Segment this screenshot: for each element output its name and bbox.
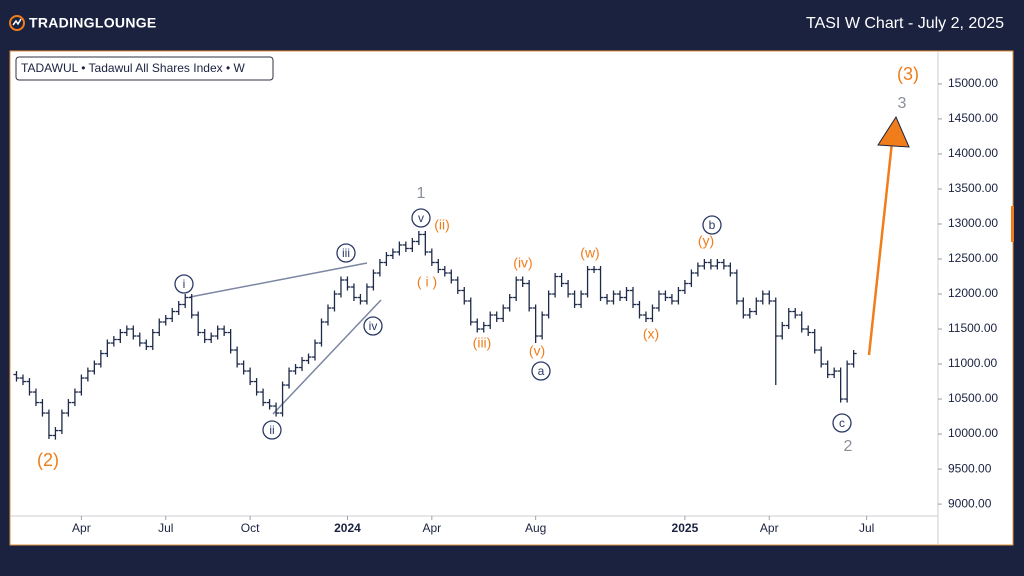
wave-label: (y) [698, 233, 714, 249]
wave-circle [411, 208, 431, 228]
header-title: TASI W Chart - July 2, 2025 [806, 15, 1004, 32]
y-tick-label: 10500.00 [948, 391, 998, 405]
y-tick-label: 13500.00 [948, 181, 998, 195]
legend-box [15, 56, 274, 81]
wave-label: 2 [844, 438, 853, 455]
y-tick-label: 12000.00 [948, 286, 998, 300]
wave-label: (x) [643, 326, 659, 342]
y-tick-label: 14500.00 [948, 111, 998, 125]
wave-label: iii [342, 246, 350, 260]
x-tick-label: 2024 [334, 521, 361, 535]
wave-label: iv [369, 319, 378, 333]
wave-circle [531, 361, 551, 381]
wave-label: (2) [37, 450, 59, 470]
trend-lines [189, 115, 910, 415]
x-tick-label: Apr [422, 521, 441, 535]
x-tick-label: Apr [72, 521, 91, 535]
legend-text: TADAWUL • Tadawul All Shares Index • W [21, 61, 245, 75]
wave-circle [174, 274, 194, 294]
y-tick-label: 11000.00 [948, 356, 997, 370]
x-tick-label: Oct [241, 521, 260, 535]
wave-label: (v) [529, 343, 545, 359]
wave-label: 3 [898, 95, 907, 112]
wave-label: b [709, 218, 716, 232]
y-tick-label: 10000.00 [948, 426, 998, 440]
x-tick-label: Jul [158, 521, 173, 535]
x-tick-label: Apr [760, 521, 779, 535]
wave-label: (3) [897, 64, 919, 84]
y-tick-label: 13000.00 [948, 216, 998, 230]
wave-circle [702, 215, 722, 235]
x-tick-label: Jul [859, 521, 874, 535]
logo-icon [9, 15, 25, 31]
wave-circle [832, 413, 852, 433]
y-tick-label: 9000.00 [948, 496, 992, 510]
logo-icon-line [12, 18, 22, 26]
y-tick-label: 12500.00 [948, 251, 998, 265]
x-tick-label: 2025 [672, 521, 699, 535]
projection-arrow-line [867, 141, 894, 356]
wave-label: a [538, 364, 545, 378]
wave-label: (ii) [434, 217, 450, 233]
wave-label: (w) [580, 245, 599, 261]
wave-label: (iii) [473, 335, 492, 351]
logo-text: TradingLounge [29, 15, 157, 31]
trend-line [272, 299, 382, 415]
logo: TradingLounge [9, 15, 157, 31]
wave-label: v [418, 211, 424, 225]
wave-label: i [183, 277, 186, 291]
wave-label: 1 [417, 185, 426, 202]
y-tick-label: 9500.00 [948, 461, 992, 475]
wave-label: ( i ) [417, 274, 437, 290]
wave-circle [262, 420, 282, 440]
wave-label: c [839, 416, 845, 430]
x-tick-label: Aug [525, 521, 546, 535]
wave-circle [363, 316, 383, 336]
wave-label: (iv) [513, 255, 532, 271]
price-bars [13, 230, 857, 440]
y-tick-label: 14000.00 [948, 146, 998, 160]
y-tick-label: 15000.00 [948, 76, 998, 90]
wave-circle [336, 243, 356, 263]
edge-marker [1011, 206, 1014, 242]
projection-arrow-head [877, 115, 910, 148]
wave-label: ii [269, 423, 274, 437]
y-tick-label: 11500.00 [948, 321, 997, 335]
trend-line [189, 262, 368, 298]
